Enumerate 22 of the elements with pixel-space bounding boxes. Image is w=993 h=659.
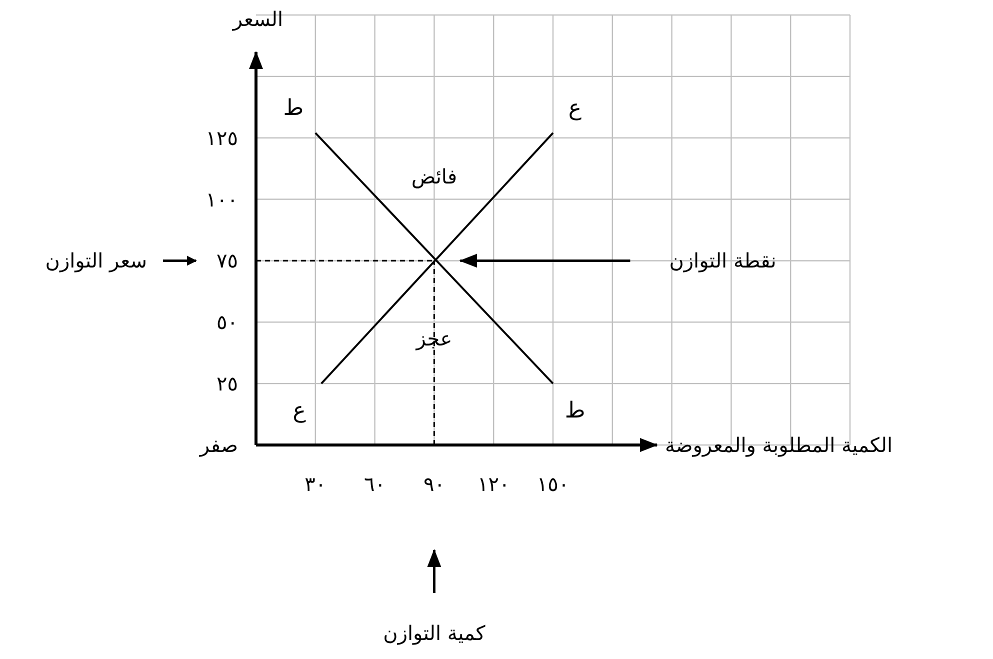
x-tick-label: ١٢٠ [477,472,510,496]
y-axis-title: السعر [232,7,284,31]
y-tick-label: صفر [198,433,238,457]
y-tick-label: ١٠٠ [206,187,238,212]
x-tick-label: ٩٠ [423,472,445,496]
y-tick-label: ١٢٥ [206,126,238,150]
y-tick-label: ٥٠ [216,310,238,334]
x-tick-label: ٦٠ [364,472,386,496]
annotation: نقطة التوازن [669,248,776,273]
y-tick-label: ٢٥ [216,372,238,396]
y-tick-label: ٧٥ [216,248,238,273]
series-label: ط [283,96,304,121]
annotation: فائض [411,164,458,189]
text: سعر التوازن [45,248,147,273]
series-label: ع [568,96,582,121]
x-tick-label: ١٥٠ [536,472,570,496]
text: ط [564,398,586,424]
text: كمية التوازن [383,621,486,645]
annotation: عجز [415,326,452,351]
x-tick-label: ٣٠ [304,472,326,496]
x-axis-title: الكمية المطلوبة والمعروضة [665,433,893,457]
text: ع [292,398,306,424]
